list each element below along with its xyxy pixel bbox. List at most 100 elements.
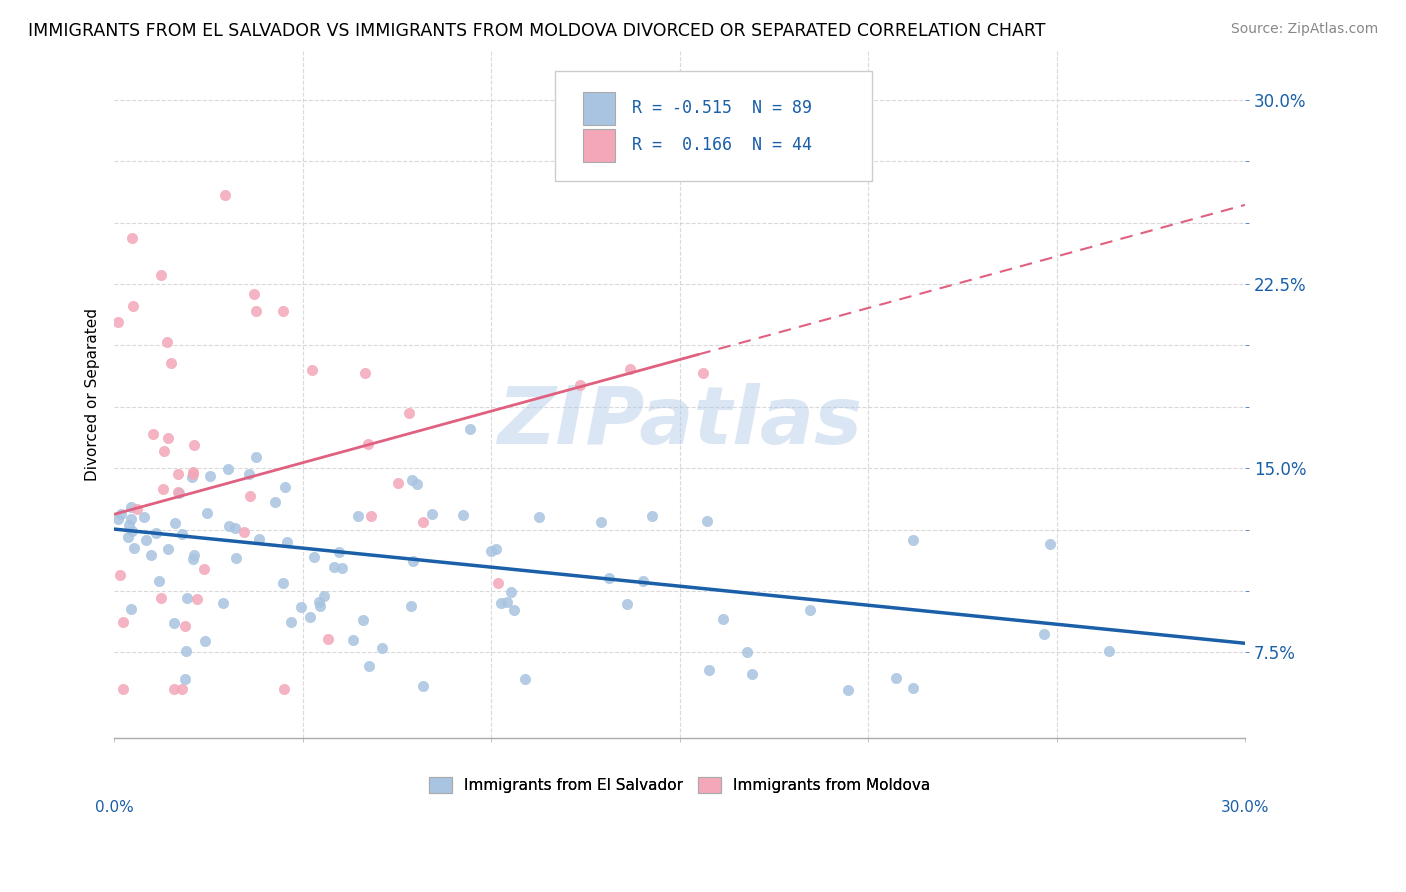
Point <box>110 507 132 521</box>
Point <box>180 469 202 483</box>
Point <box>152 482 174 496</box>
Point <box>149 591 172 606</box>
Point <box>200 468 222 483</box>
Point <box>170 527 193 541</box>
Point <box>118 518 141 533</box>
Point <box>589 515 612 529</box>
Point <box>302 550 325 565</box>
Point <box>108 568 131 582</box>
Point <box>312 589 335 603</box>
Point <box>360 508 382 523</box>
Point <box>173 673 195 687</box>
Point <box>271 575 294 590</box>
Point <box>458 422 481 436</box>
Point <box>420 508 443 522</box>
Point <box>195 506 218 520</box>
Point <box>156 542 179 557</box>
Point <box>239 489 262 503</box>
Point <box>245 303 267 318</box>
Point <box>346 508 368 523</box>
Point <box>401 554 423 568</box>
Point <box>1039 537 1062 551</box>
Point <box>167 467 190 482</box>
Point <box>274 479 297 493</box>
Point <box>799 603 821 617</box>
Point <box>212 596 235 610</box>
Point <box>299 610 322 624</box>
Point <box>163 682 186 697</box>
Point <box>631 574 654 588</box>
Point <box>280 615 302 629</box>
Point <box>183 438 205 452</box>
Point <box>112 615 135 630</box>
Point <box>225 550 247 565</box>
Point <box>412 679 434 693</box>
Point <box>243 287 266 301</box>
Point <box>359 659 381 673</box>
Point <box>142 427 165 442</box>
Point <box>354 366 377 380</box>
Point <box>186 591 208 606</box>
Point <box>412 515 434 529</box>
Point <box>127 502 149 516</box>
Point <box>139 548 162 562</box>
Point <box>485 541 508 556</box>
Point <box>150 268 173 282</box>
Point <box>527 510 550 524</box>
Point <box>309 599 332 613</box>
Point <box>276 534 298 549</box>
Point <box>406 476 429 491</box>
Y-axis label: Divorced or Separated: Divorced or Separated <box>86 308 100 481</box>
Point <box>271 304 294 318</box>
Point <box>328 544 350 558</box>
Point <box>837 683 859 698</box>
Point <box>163 516 186 531</box>
Point <box>513 672 536 686</box>
Point <box>120 602 142 616</box>
Point <box>132 510 155 524</box>
Point <box>183 548 205 562</box>
Point <box>903 533 925 548</box>
Point <box>496 595 519 609</box>
Point <box>735 645 758 659</box>
Point <box>370 641 392 656</box>
Point <box>156 431 179 445</box>
Point <box>148 574 170 589</box>
Legend: Immigrants from El Salvador, Immigrants from Moldova: Immigrants from El Salvador, Immigrants … <box>423 772 936 799</box>
Point <box>318 632 340 646</box>
Point <box>352 613 374 627</box>
Point <box>176 591 198 606</box>
Point <box>357 437 380 451</box>
Point <box>117 530 139 544</box>
Point <box>616 597 638 611</box>
Point <box>696 514 718 528</box>
Point <box>174 619 197 633</box>
Point <box>903 681 925 695</box>
Point <box>183 467 205 481</box>
Point <box>122 300 145 314</box>
Point <box>233 525 256 540</box>
Point <box>218 462 240 476</box>
Point <box>194 633 217 648</box>
Point <box>122 541 145 555</box>
Point <box>322 560 344 574</box>
Point <box>263 495 285 509</box>
Point <box>170 682 193 697</box>
Point <box>330 561 353 575</box>
Point <box>273 682 295 697</box>
Point <box>193 562 215 576</box>
Point <box>486 576 509 591</box>
Point <box>451 508 474 522</box>
Point <box>121 524 143 539</box>
Point <box>238 467 260 481</box>
Point <box>401 474 423 488</box>
Point <box>568 378 591 392</box>
Point <box>711 611 734 625</box>
Text: 0.0%: 0.0% <box>94 799 134 814</box>
Point <box>120 500 142 515</box>
Point <box>156 334 179 349</box>
Point <box>619 361 641 376</box>
Point <box>502 602 524 616</box>
Point <box>290 599 312 614</box>
Point <box>640 509 662 524</box>
